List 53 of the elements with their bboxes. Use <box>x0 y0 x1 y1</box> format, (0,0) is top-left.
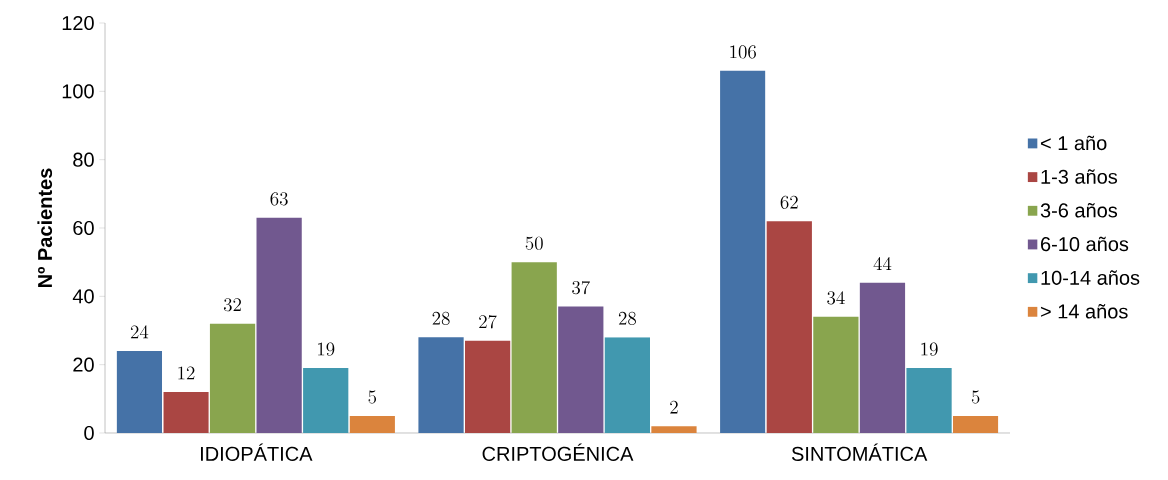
bar <box>766 221 812 433</box>
bar <box>720 70 766 433</box>
data-label: 2 <box>670 400 678 414</box>
data-label: 24 <box>130 325 149 339</box>
x-tick-label: IDIOPÁTICA <box>201 443 313 461</box>
x-tick-label: SINTOMÁTICA <box>791 443 928 461</box>
bar <box>465 340 511 433</box>
y-tick-label: 60 <box>73 220 94 236</box>
y-tick-label: 100 <box>62 84 94 99</box>
data-label: 5 <box>971 390 980 404</box>
data-label: 27 <box>479 315 497 329</box>
y-axis-title: Nº Pacientes <box>37 168 53 288</box>
data-label: 34 <box>827 291 845 305</box>
legend-label: 6-10 años <box>1041 236 1129 252</box>
bar <box>859 282 906 433</box>
bar <box>813 316 859 433</box>
y-tick-label: 20 <box>73 357 94 372</box>
bar <box>906 368 952 433</box>
data-label: 62 <box>780 195 798 209</box>
y-tick-label: 120 <box>62 15 94 31</box>
data-label: 63 <box>270 192 288 206</box>
bar <box>604 337 650 433</box>
bar <box>349 415 395 433</box>
bar <box>418 337 464 433</box>
bar <box>558 306 604 433</box>
data-label: 44 <box>873 256 892 270</box>
data-label: 50 <box>525 236 543 250</box>
data-label: 19 <box>318 342 335 356</box>
legend-label: 1-3 años <box>1041 169 1118 184</box>
data-label: 106 <box>730 45 756 59</box>
bar <box>511 262 557 433</box>
bar <box>953 415 999 433</box>
y-tick-label: 80 <box>73 152 94 167</box>
bar <box>651 426 697 433</box>
bar <box>256 217 302 433</box>
data-label: 28 <box>432 311 450 326</box>
legend-label: 3-6 años <box>1040 202 1118 218</box>
bar <box>209 323 256 433</box>
data-label: 32 <box>223 298 241 312</box>
x-tick-label: CRIPTOGÉNICA <box>482 443 634 461</box>
bar <box>163 392 209 433</box>
legend-label: < 1 año <box>1040 135 1107 151</box>
bar <box>116 351 163 433</box>
data-label: 19 <box>921 342 938 356</box>
bar <box>303 368 349 433</box>
y-tick-label: 40 <box>72 289 94 304</box>
legend-label: > 14 años <box>1040 304 1128 319</box>
data-label: 37 <box>572 280 590 295</box>
data-label: 12 <box>178 366 195 380</box>
y-tick-label: 0 <box>84 425 94 441</box>
legend-label: 10-14 años <box>1041 270 1140 285</box>
data-label: 28 <box>618 311 636 326</box>
data-label: 5 <box>368 390 377 404</box>
